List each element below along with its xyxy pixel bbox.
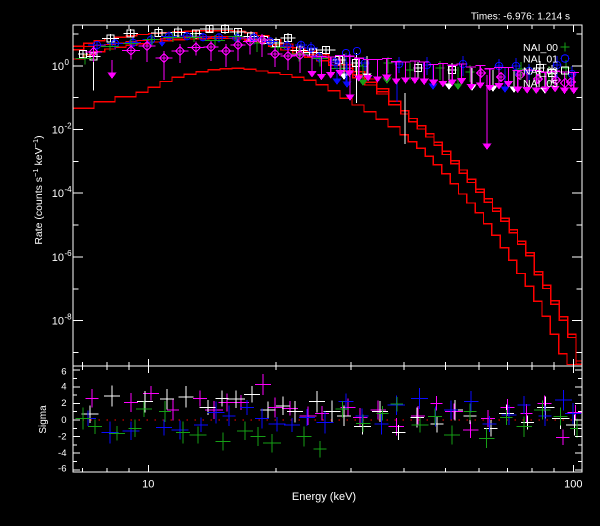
svg-text:0: 0 — [65, 58, 70, 67]
svg-text:100: 100 — [564, 479, 582, 491]
svg-text:-8: -8 — [65, 313, 73, 322]
svg-text:10: 10 — [52, 61, 64, 73]
svg-text:4: 4 — [61, 382, 66, 393]
svg-text:-2: -2 — [58, 431, 66, 442]
svg-text:-6: -6 — [65, 249, 73, 258]
svg-text:Times: -6.976: 1.214 s: Times: -6.976: 1.214 s — [471, 12, 570, 23]
svg-text:Energy (keV): Energy (keV) — [292, 491, 356, 503]
svg-text:NAI_01: NAI_01 — [523, 54, 558, 66]
svg-text:10: 10 — [52, 188, 64, 200]
svg-text:NAI_00: NAI_00 — [523, 42, 558, 54]
svg-text:6: 6 — [61, 366, 66, 377]
svg-text:Rate (counts s−1 keV−1): Rate (counts s−1 keV−1) — [31, 135, 45, 244]
svg-text:10: 10 — [142, 479, 154, 491]
svg-text:-2: -2 — [65, 122, 73, 131]
svg-text:10: 10 — [52, 252, 64, 264]
svg-text:-6: -6 — [58, 463, 66, 474]
svg-text:-4: -4 — [58, 448, 66, 459]
svg-text:2: 2 — [61, 398, 66, 409]
svg-text:NAI_05: NAI_05 — [523, 78, 558, 90]
svg-text:Sigma: Sigma — [38, 405, 49, 434]
svg-text:-4: -4 — [65, 185, 73, 194]
svg-text:10: 10 — [52, 316, 64, 328]
svg-text:0: 0 — [61, 415, 66, 426]
svg-text:NAI_03: NAI_03 — [523, 66, 558, 78]
svg-text:10: 10 — [52, 125, 64, 137]
